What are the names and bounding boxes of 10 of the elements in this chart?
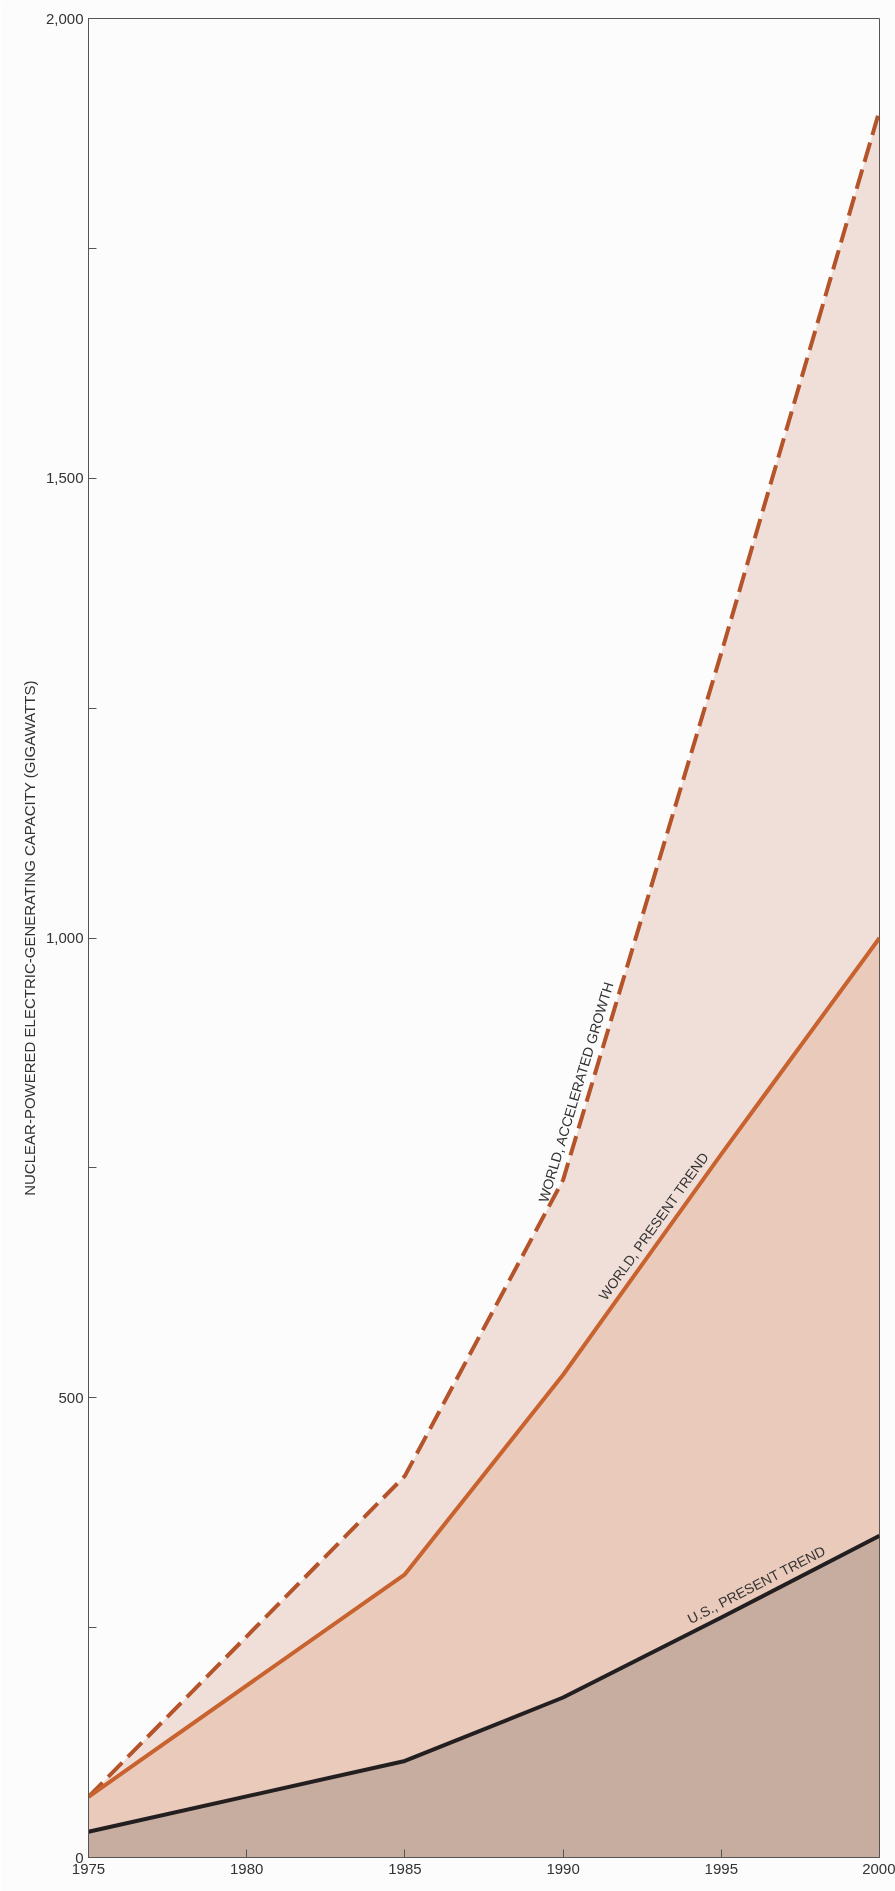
y-tick-label: 1,000 [45, 929, 84, 946]
x-tick-label: 1995 [704, 1859, 738, 1877]
x-tick-label: 1990 [546, 1859, 580, 1877]
x-tick-label: 1985 [388, 1859, 422, 1877]
x-tick-label: 2000 [862, 1859, 895, 1877]
y-tick-label: 1,500 [45, 469, 84, 487]
y-tick-label: 500 [58, 1388, 84, 1406]
y-tick-label: 2,000 [45, 9, 84, 27]
x-tick-label: 1980 [230, 1859, 264, 1877]
y-axis-title: NUCLEAR-POWERED ELECTRIC-GENERATING CAPACITY (GIGAWATTS) [20, 680, 38, 1196]
